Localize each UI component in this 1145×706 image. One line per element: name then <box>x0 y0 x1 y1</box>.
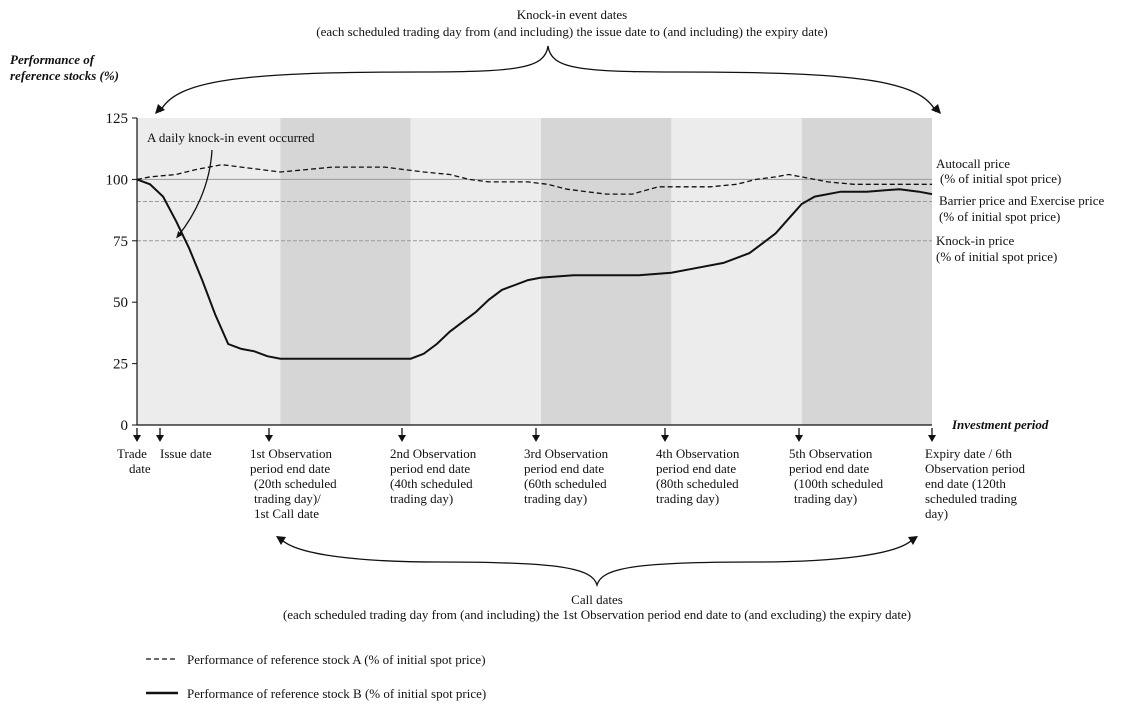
bottom-brace-right-arrowhead <box>908 536 918 545</box>
date-label-obs5-line-1: 5th Observation <box>789 446 873 461</box>
date-label-obs2-line-4: trading day) <box>390 491 453 506</box>
date-label-obs4-line-3: (80th scheduled <box>656 476 739 491</box>
date-label-trade-line-1: Trade <box>117 446 147 461</box>
date-label-expiry-line-2: Observation period <box>925 461 1026 476</box>
band-period-6 <box>801 118 932 425</box>
date-arrowhead-obs3 <box>532 435 540 442</box>
y-tick-label: 125 <box>106 111 129 127</box>
knock-in-event-arrow <box>176 149 213 239</box>
date-arrowhead-obs4 <box>661 435 669 442</box>
top-brace-right-arrowhead <box>931 104 941 114</box>
date-label-obs5-line-4: trading day) <box>794 491 857 506</box>
legend-b-label: Performance of reference stock B (% of i… <box>187 686 486 701</box>
band-period-1 <box>150 118 281 425</box>
top-annotation-subtitle: (each scheduled trading day from (and in… <box>316 24 828 39</box>
date-label-obs4-line-4: trading day) <box>656 491 719 506</box>
legend-a-label: Performance of reference stock A (% of i… <box>187 652 486 667</box>
series-b-line <box>136 178 933 360</box>
y-tick-label: 50 <box>113 295 128 311</box>
top-annotation-title: Knock-in event dates <box>517 7 627 22</box>
bottom-annotation-title: Call dates <box>571 592 623 607</box>
date-label-obs5-line-3: (100th scheduled <box>794 476 884 491</box>
date-label-expiry-line-5: day) <box>925 506 948 521</box>
date-label-obs3-line-1: 3rd Observation <box>524 446 609 461</box>
bottom-brace <box>281 539 913 588</box>
date-label-obs4-line-2: period end date <box>656 461 736 476</box>
top-brace <box>159 45 937 113</box>
date-arrowhead-obs2 <box>398 435 406 442</box>
autocall-label-1: Autocall price <box>936 156 1010 171</box>
date-label-obs1-line-2: period end date <box>250 461 330 476</box>
date-label-obs1-line-4: trading day)/ <box>254 491 321 506</box>
date-label-expiry-line-3: end date (120th <box>925 476 1006 491</box>
band-period-3 <box>410 118 542 425</box>
date-label-obs2-line-1: 2nd Observation <box>390 446 477 461</box>
date-label-obs2-line-3: (40th scheduled <box>390 476 473 491</box>
x-axis-label: Investment period <box>951 417 1049 432</box>
bottom-annotation-subtitle: (each scheduled trading day from (and in… <box>283 607 911 622</box>
y-tick-label: 25 <box>113 357 128 373</box>
date-label-obs1-line-3: (20th scheduled <box>254 476 337 491</box>
observation-bands <box>137 118 932 425</box>
y-tick-label: 0 <box>121 418 129 434</box>
date-arrowhead-obs1 <box>265 435 273 442</box>
date-label-obs2-line-2: period end date <box>390 461 470 476</box>
autocall-label-2: (% of initial spot price) <box>940 171 1061 186</box>
band-period-2 <box>280 118 411 425</box>
date-label-obs3-line-3: (60th scheduled <box>524 476 607 491</box>
top-brace-left-arrowhead <box>155 104 165 114</box>
bottom-brace-left-arrowhead <box>276 536 286 545</box>
band-period-4 <box>541 118 672 425</box>
date-label-obs4-line-1: 4th Observation <box>656 446 740 461</box>
y-tick-label: 75 <box>113 234 128 250</box>
date-label-obs5-line-2: period end date <box>789 461 869 476</box>
y-tick-label: 100 <box>106 172 129 188</box>
knock-in-label-1: Knock-in price <box>936 233 1015 248</box>
knock-in-label-2: (% of initial spot price) <box>936 249 1057 264</box>
date-label-obs1-line-1: 1st Observation <box>250 446 332 461</box>
barrier-label-2: (% of initial spot price) <box>939 209 1060 224</box>
y-ticks: 0 25 50 75 100 125 <box>106 111 137 434</box>
date-label-issue-line-1: Issue date <box>160 446 212 461</box>
date-label-obs3-line-2: period end date <box>524 461 604 476</box>
barrier-label-1: Barrier price and Exercise price <box>939 193 1105 208</box>
band-period-5 <box>671 118 802 425</box>
knock-in-event-label: A daily knock-in event occurred <box>147 130 315 145</box>
date-arrowhead-obs5 <box>795 435 803 442</box>
date-arrowhead-trade <box>133 435 141 442</box>
y-axis-title-line-2: reference stocks (%) <box>10 68 119 83</box>
date-label-expiry-line-1: Expiry date / 6th <box>925 446 1013 461</box>
date-label-trade-line-2: date <box>129 461 151 476</box>
date-arrowhead-issue <box>156 435 164 442</box>
date-arrowhead-expiry <box>928 435 936 442</box>
series-a-line <box>136 164 932 195</box>
band-pre-issue <box>137 118 151 425</box>
date-label-expiry-line-4: scheduled trading <box>925 491 1018 506</box>
date-label-obs1-line-5: 1st Call date <box>254 506 319 521</box>
date-label-obs3-line-4: trading day) <box>524 491 587 506</box>
y-axis-title-line-1: Performance of <box>10 52 96 67</box>
